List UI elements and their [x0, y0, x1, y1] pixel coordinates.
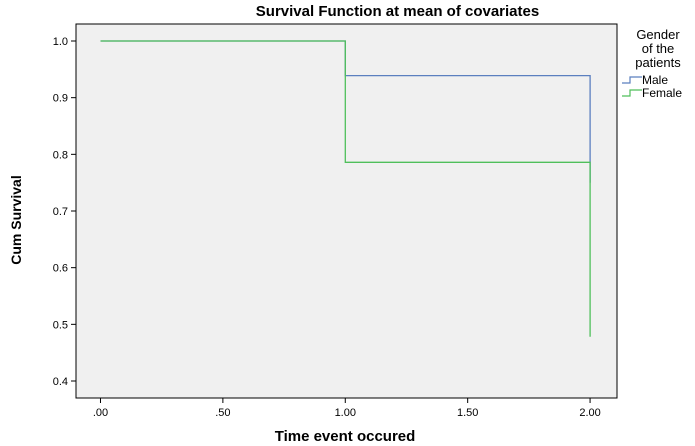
y-tick-label: 0.8	[53, 149, 68, 161]
y-tick-label: 0.4	[53, 376, 68, 388]
legend-title-line: patients	[635, 55, 681, 70]
legend-item-male: Male	[622, 74, 668, 86]
axes: 0.4 0.5 0.6 0.7 0.8 0.9 1.0 .00 .50 1.00 1.50 2.00	[53, 36, 601, 419]
legend-title-line: Gender	[636, 27, 680, 42]
x-tick-label: 1.00	[335, 407, 356, 419]
series-layer	[100, 40, 591, 337]
y-tick-label: 0.7	[53, 206, 68, 218]
y-tick-label: 1.0	[53, 36, 68, 48]
series-line-female	[100, 40, 591, 337]
legend-item-female: Female	[622, 87, 682, 99]
x-tick-label: 1.50	[457, 407, 478, 419]
y-tick-label: 0.5	[53, 319, 68, 331]
legend-label-male: Male	[642, 73, 669, 87]
legend-title-line: of the	[641, 41, 675, 56]
y-tick-label: 0.6	[53, 263, 68, 275]
legend-label-female: Female	[642, 86, 683, 100]
y-axis-label: Cum Survival	[8, 175, 24, 265]
legend-swatch-male	[622, 76, 642, 84]
legend-title: Gender of the patients	[622, 28, 694, 70]
plot-area	[75, 23, 618, 399]
x-axis-label: Time event occured	[274, 428, 416, 445]
legend-swatch-female	[622, 89, 642, 97]
x-tick-label: .50	[215, 407, 230, 419]
x-tick-label: .00	[93, 407, 108, 419]
chart-title: Survival Function at mean of covariates	[255, 3, 540, 20]
x-tick-label: 2.00	[579, 407, 600, 419]
y-tick-label: 0.9	[53, 93, 68, 105]
